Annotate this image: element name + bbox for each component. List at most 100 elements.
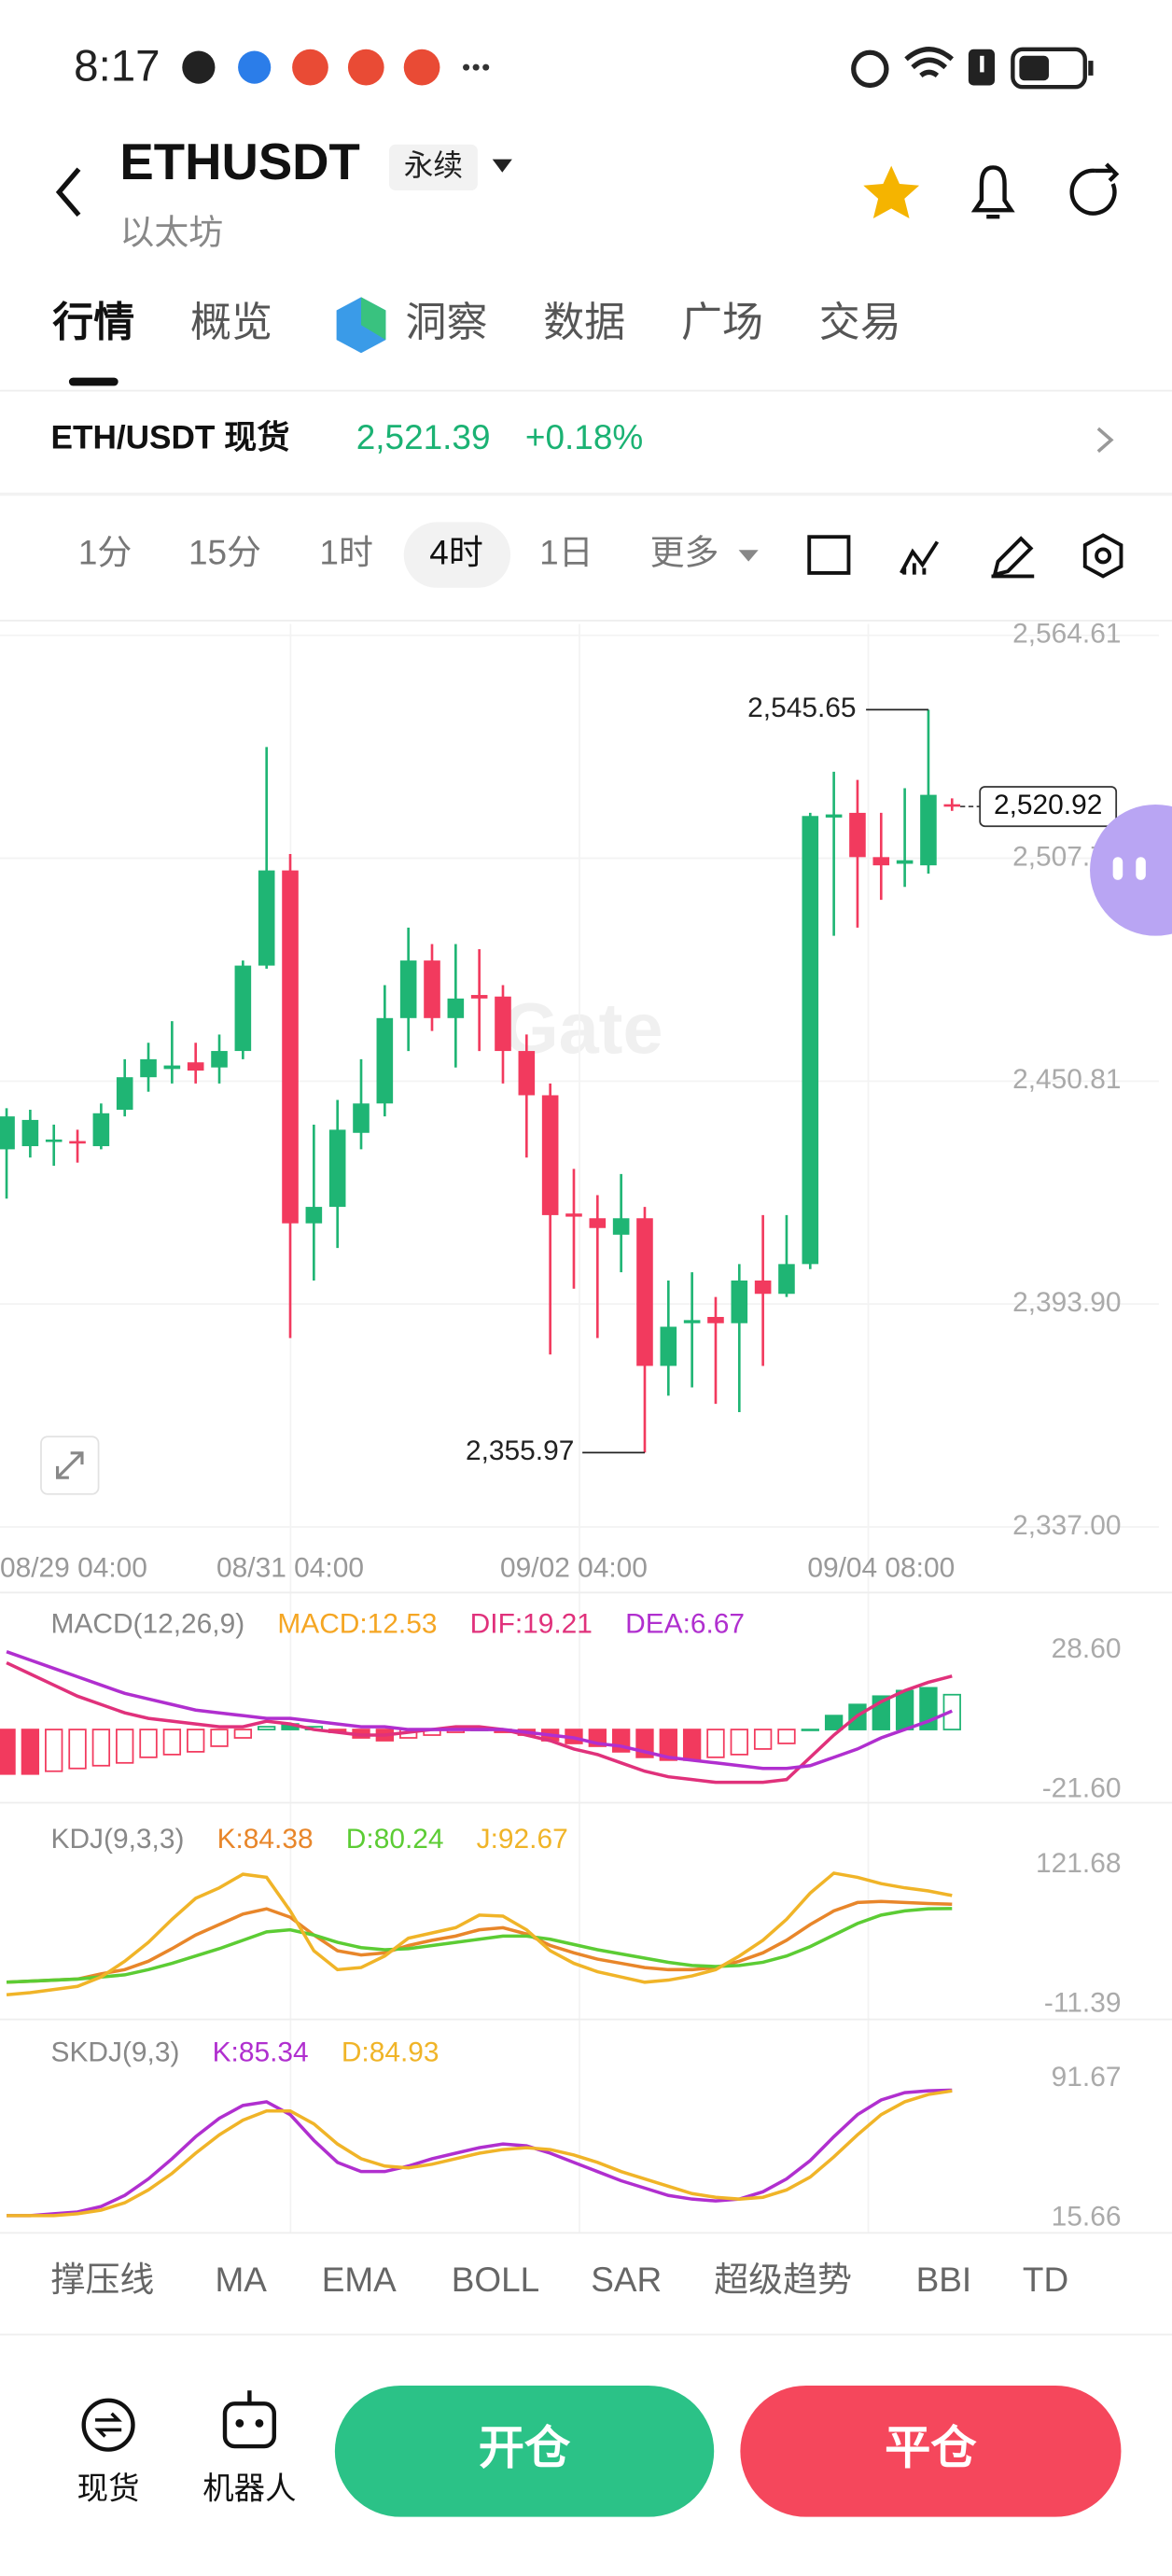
candle-body	[376, 1017, 394, 1104]
indicator-tab[interactable]: MA	[215, 2261, 267, 2299]
icon-indicator[interactable]	[900, 540, 940, 575]
candle-body	[896, 860, 914, 864]
ticker-price: 2,521.39	[356, 418, 491, 456]
close-label[interactable]: 平仓	[885, 2422, 977, 2473]
symbol: ETHUSDT	[119, 133, 359, 190]
candle-body	[872, 857, 890, 866]
ai-icon	[336, 297, 386, 354]
tab[interactable]: 概览	[190, 300, 272, 345]
interval[interactable]: 4时	[429, 533, 482, 571]
histogram-bar	[0, 1729, 16, 1775]
open-label[interactable]: 开仓	[479, 2422, 571, 2473]
candle-body	[305, 1207, 323, 1224]
candle-body	[778, 1264, 795, 1295]
floating-assistant[interactable]	[1090, 804, 1172, 936]
spot-button[interactable]: 现货	[77, 2398, 140, 2507]
expand-button[interactable]	[40, 1435, 100, 1495]
histogram-bar	[233, 1729, 253, 1739]
indicator-title: SKDJ(9,3)	[51, 2037, 180, 2068]
status-icons	[182, 47, 1094, 90]
candle-body	[612, 1218, 630, 1235]
tab[interactable]: 交易	[819, 300, 901, 345]
close-button[interactable]	[740, 2385, 1122, 2517]
tab[interactable]: 数据	[543, 300, 625, 345]
status-time: 8:17	[74, 41, 160, 91]
dropdown-arrow[interactable]	[492, 159, 512, 173]
candle-body	[328, 1129, 346, 1208]
legend-entry: MACD:12.53	[277, 1608, 437, 1639]
candle-body	[353, 1103, 370, 1133]
indicator-tab[interactable]: BBI	[916, 2261, 972, 2299]
y-tick-label: 2,450.81	[1012, 1064, 1121, 1095]
legend-entry: DEA:6.67	[625, 1608, 745, 1639]
x-tick-label: 09/02 04:00	[500, 1553, 648, 1584]
histogram-bar	[824, 1715, 844, 1730]
max-label: 2,545.65	[747, 693, 856, 723]
interval[interactable]: 1日	[539, 533, 593, 571]
indicator-tab[interactable]: SAR	[591, 2261, 662, 2299]
candle-body	[589, 1218, 607, 1228]
share-icon[interactable]	[1069, 162, 1120, 216]
open-button[interactable]	[334, 2385, 715, 2517]
tab[interactable]: 洞察	[406, 300, 488, 345]
histogram-bar	[162, 1729, 182, 1756]
icon-settings-dot	[1095, 547, 1112, 565]
histogram-bar	[116, 1729, 134, 1764]
interval[interactable]: 更多	[650, 533, 719, 571]
candle-body	[943, 804, 961, 807]
candle-body	[825, 814, 843, 818]
bot-label[interactable]: 机器人	[202, 2471, 296, 2506]
spot-label[interactable]: 现货	[77, 2471, 140, 2506]
interval-bar: 1分 15分 1时 4时 1日 更多	[78, 522, 759, 588]
badge-bg[interactable]	[388, 144, 478, 191]
histogram-bar	[895, 1689, 914, 1730]
icon-settings[interactable]	[1082, 533, 1123, 579]
histogram-bar	[210, 1729, 229, 1747]
indicator-line	[6, 1907, 953, 1984]
indicator-tab[interactable]: 撑压线	[51, 2261, 155, 2299]
icon-layout[interactable]	[807, 535, 851, 575]
indicator-tab[interactable]: TD	[1023, 2261, 1068, 2299]
candle-body	[731, 1280, 748, 1323]
candle-body	[211, 1051, 228, 1068]
icon-draw[interactable]	[991, 536, 1035, 579]
bot-button[interactable]: 机器人	[202, 2390, 297, 2506]
histogram-bar	[258, 1726, 276, 1730]
interval[interactable]: 1分	[78, 533, 132, 571]
histogram-bar	[801, 1729, 819, 1731]
candle-body	[683, 1320, 701, 1323]
min-label: 2,355.97	[466, 1435, 574, 1466]
badge[interactable]: 永续	[404, 148, 463, 182]
histogram-bar	[706, 1729, 725, 1758]
bell-icon[interactable]	[970, 165, 1015, 219]
chevron[interactable]	[1096, 427, 1114, 454]
candle-body	[258, 870, 275, 966]
indicator-line	[6, 1899, 953, 1984]
histogram-bar	[753, 1729, 773, 1750]
tab[interactable]: 行情	[52, 300, 134, 345]
y-tick-label: 2,564.61	[1012, 619, 1121, 650]
candle-body	[187, 1062, 204, 1071]
candle-body	[234, 965, 252, 1052]
candle-body	[707, 1317, 724, 1323]
indicator-tab[interactable]: EMA	[322, 2261, 397, 2299]
histogram-bar	[659, 1729, 677, 1761]
candle-body	[660, 1326, 677, 1366]
dropdown-arrow[interactable]	[738, 550, 759, 562]
interval[interactable]: 1时	[319, 533, 372, 571]
back-button[interactable]	[55, 167, 81, 217]
ticker-pair[interactable]: ETH/USDT 现货	[51, 420, 290, 456]
indicator-tab[interactable]: 超级趋势	[714, 2261, 852, 2299]
tab-bar: 行情 概览 洞察 数据 广场 交易	[52, 300, 900, 345]
x-tick-label: 08/31 04:00	[216, 1553, 364, 1584]
x-tick-label: 09/04 08:00	[807, 1553, 955, 1584]
indicator-tab[interactable]: BOLL	[452, 2261, 539, 2299]
interval[interactable]: 15分	[188, 533, 261, 571]
y-tick-label: 15.66	[1052, 2201, 1122, 2232]
tab[interactable]: 广场	[681, 300, 763, 345]
legend-entry: K:85.34	[213, 2037, 309, 2068]
legend-entry: D:84.93	[342, 2037, 440, 2068]
histogram-bar	[45, 1729, 63, 1772]
histogram-bar	[91, 1729, 111, 1767]
favorite-star[interactable]	[863, 165, 920, 218]
